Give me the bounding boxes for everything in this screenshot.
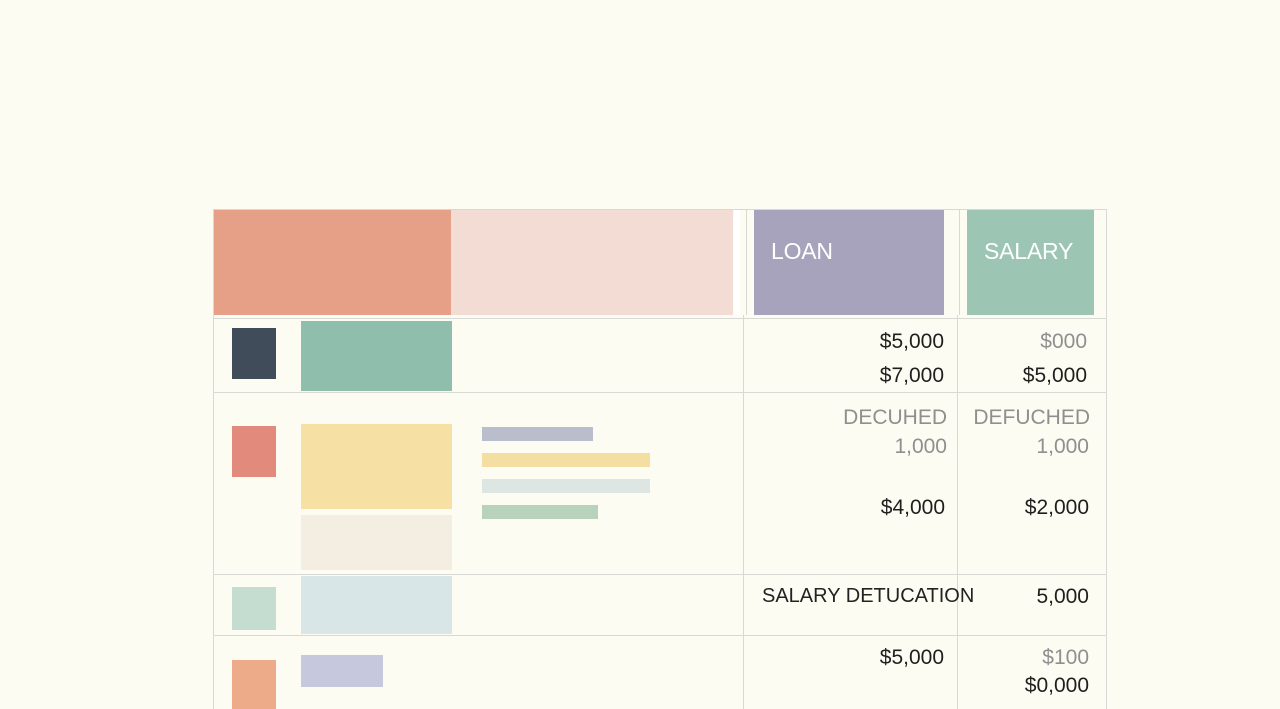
- grid-row-2: [213, 392, 1107, 393]
- row-1-loan-value-1: $5,000: [879, 330, 944, 353]
- grid-row-4: [213, 635, 1107, 636]
- row-2-loan-total: $4,000: [880, 496, 945, 519]
- row-2-salary-label: DEFUCHED: [973, 406, 1090, 429]
- grid-header-left-divider: [746, 209, 747, 315]
- row-1-marker: [232, 328, 276, 379]
- grid-left: [213, 209, 214, 709]
- row-1-swatch: [301, 321, 452, 391]
- row-2-salary-total: $2,000: [1024, 496, 1089, 519]
- row-1-loan-value-2: $7,000: [879, 364, 944, 387]
- header-divider: [734, 210, 740, 315]
- row-2-bar-green: [482, 505, 598, 519]
- row-1-salary-value-2: $5,000: [1022, 364, 1087, 387]
- row-2-loan-label: DECUHED: [843, 406, 947, 429]
- row-2-bar-pale: [482, 479, 650, 493]
- row-2-swatch-cream: [301, 515, 452, 570]
- grid-right: [1106, 209, 1107, 709]
- row-2-bar-yellow: [482, 453, 650, 467]
- row-1-salary-value-1: $000: [1040, 330, 1087, 353]
- row-4-salary-value-1: $100: [1042, 646, 1089, 669]
- row-2-salary-sub: 1,000: [1036, 435, 1089, 458]
- row-2-swatch-yellow: [301, 424, 452, 509]
- row-4-swatch: [301, 655, 383, 687]
- header-loan-label: LOAN: [771, 238, 833, 264]
- grid-top: [213, 209, 1107, 210]
- row-3-swatch: [301, 576, 452, 634]
- row-4-marker: [232, 660, 276, 709]
- header-salary-label: SALARY: [984, 238, 1074, 264]
- header-swatch-pink: [451, 210, 733, 315]
- row-3-salary-value: 5,000: [1036, 585, 1089, 608]
- row-3-label: SALARY DETUCATION: [762, 585, 975, 607]
- header-loan[interactable]: LOAN: [754, 210, 944, 315]
- row-2-loan-sub: 1,000: [894, 435, 947, 458]
- loan-salary-table: LOAN SALARY $5,000 $7,000 $000 $5,000 DE…: [213, 209, 1107, 709]
- header-salary[interactable]: SALARY: [967, 210, 1094, 315]
- row-4-loan-value: $5,000: [879, 646, 944, 669]
- grid-header-right-divider: [959, 209, 960, 315]
- grid-col-salary: [957, 315, 958, 709]
- row-2-marker: [232, 426, 276, 477]
- grid-row-3: [213, 574, 1107, 575]
- row-3-marker: [232, 587, 276, 630]
- row-2-bar-slate: [482, 427, 593, 441]
- header-swatch-coral: [214, 210, 451, 315]
- row-4-salary-value-2: $0,000: [1024, 674, 1089, 697]
- grid-col-loan: [743, 315, 744, 709]
- grid-row-1: [213, 318, 1107, 319]
